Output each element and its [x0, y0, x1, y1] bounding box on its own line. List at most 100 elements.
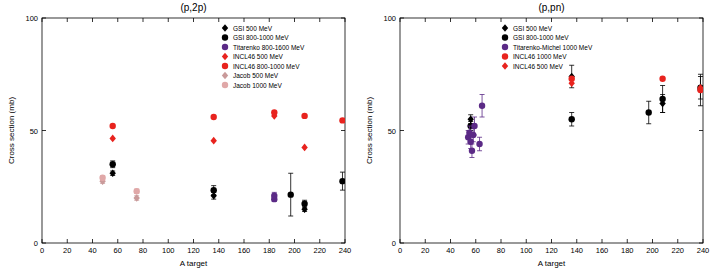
error-cap: [698, 74, 703, 75]
legend-label: GSI 500 MeV: [233, 25, 273, 32]
x-tick-label: 60: [114, 246, 122, 255]
error-cap: [646, 123, 651, 124]
legend-label: Titarenko-Michel 1000 MeV: [513, 44, 593, 51]
x-tick: [677, 239, 678, 243]
error-cap: [569, 65, 574, 66]
x-tick: [143, 18, 144, 22]
panel: (p,pn)A targetCross section (mb)02040608…: [365, 2, 709, 268]
error-cap: [472, 135, 477, 136]
legend-label: INCL46 500 MeV: [233, 53, 284, 60]
x-tick: [168, 239, 169, 243]
x-tick: [526, 18, 527, 22]
point: [110, 123, 116, 129]
point: [133, 188, 139, 194]
error-cap: [477, 137, 482, 138]
x-tick: [652, 18, 653, 22]
x-tick: [345, 18, 346, 22]
point: [569, 79, 575, 87]
legend-marker: [502, 53, 508, 59]
x-tick: [42, 18, 43, 22]
x-tick: [576, 18, 577, 22]
x-tick: [475, 239, 476, 243]
x-tick: [319, 239, 320, 243]
point: [471, 123, 477, 129]
error-bar: [469, 144, 474, 158]
y-tick: [341, 18, 345, 19]
error-cap: [471, 141, 476, 142]
point: [469, 148, 475, 154]
y-tick: [400, 130, 404, 131]
point: [271, 109, 277, 115]
error-cap: [660, 85, 665, 86]
x-tick-label: 240: [697, 246, 710, 255]
x-tick: [319, 18, 320, 22]
point: [479, 103, 485, 109]
x-tick: [92, 18, 93, 22]
x-tick-label: 120: [187, 246, 200, 255]
y-label: Cross section (mb): [365, 97, 374, 164]
point: [133, 194, 139, 202]
x-tick: [143, 239, 144, 243]
x-tick: [501, 239, 502, 243]
legend-marker: [222, 24, 228, 32]
x-tick: [269, 18, 270, 22]
y-tick: [699, 18, 703, 19]
legend-marker: [222, 53, 228, 61]
point: [110, 169, 116, 177]
point: [110, 135, 116, 143]
point: [697, 84, 703, 92]
point: [569, 116, 575, 122]
error-cap: [698, 105, 703, 106]
point: [659, 76, 665, 82]
y-tick: [341, 130, 345, 131]
x-tick: [218, 239, 219, 243]
error-bar: [134, 189, 139, 194]
x-tick-label: 240: [339, 246, 352, 255]
point: [211, 114, 217, 120]
y-tick: [400, 243, 404, 244]
x-tick-label: 0: [398, 246, 402, 255]
error-cap: [211, 185, 216, 186]
error-cap: [698, 76, 703, 77]
error-bar: [288, 173, 293, 216]
x-tick: [92, 239, 93, 243]
legend: GSI 500 MeVGSI 800-1000 MeVTitarenko-Mic…: [502, 24, 593, 70]
legend-label: GSI 500 MeV: [513, 25, 553, 32]
x-tick: [450, 18, 451, 22]
error-bar: [272, 192, 277, 199]
x-tick: [168, 18, 169, 22]
x-tick: [42, 239, 43, 243]
point: [339, 178, 345, 184]
x-tick-label: 40: [446, 246, 454, 255]
error-cap: [468, 114, 473, 115]
legend-label: GSI 800-1000 MeV: [233, 34, 289, 41]
x-tick: [551, 239, 552, 243]
x-tick: [703, 239, 704, 243]
x-tick: [193, 18, 194, 22]
point: [301, 113, 307, 119]
legend-marker: [222, 72, 228, 80]
panel: (p,2p)A targetCross section (mb)02040608…: [7, 2, 351, 268]
legend-marker: [502, 24, 508, 32]
error-bar: [660, 86, 665, 113]
x-tick-label: 140: [570, 246, 583, 255]
y-tick: [42, 18, 46, 19]
legend-marker: [222, 63, 228, 69]
y-tick: [699, 243, 703, 244]
x-tick-label: 40: [88, 246, 96, 255]
legend-marker: [222, 34, 228, 40]
legend-marker: [502, 34, 508, 40]
legend-label: INCL46 800-1000 MeV: [233, 63, 300, 70]
error-cap: [477, 150, 482, 151]
error-bar: [110, 161, 115, 168]
x-tick: [576, 239, 577, 243]
x-tick-label: 20: [421, 246, 429, 255]
x-tick: [67, 239, 68, 243]
error-cap: [646, 101, 651, 102]
error-cap: [480, 117, 485, 118]
x-tick-label: 160: [596, 246, 609, 255]
y-tick: [699, 130, 703, 131]
point: [110, 161, 116, 167]
x-tick-label: 100: [520, 246, 533, 255]
legend-label: Titarenko 800-1600 MeV: [233, 44, 305, 51]
